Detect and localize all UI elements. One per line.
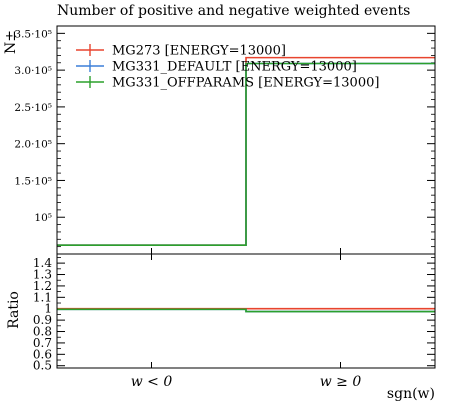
ratio-y-axis-label: Ratio bbox=[6, 291, 22, 329]
chart-title: Number of positive and negative weighted… bbox=[57, 3, 410, 19]
ratio-tick-label: 1.3 bbox=[33, 268, 52, 282]
main-tick-label: 3.5·10⁵ bbox=[14, 28, 52, 40]
ratio-tick-label: 1 bbox=[44, 302, 52, 316]
ratio-tick-label: 1.2 bbox=[33, 279, 52, 293]
ratio-y-ticks: 0.50.60.70.80.911.11.21.31.4 bbox=[33, 256, 435, 373]
x-category-label: w < 0 bbox=[131, 374, 173, 390]
main-y-ticks: 10⁵ 1.5·10⁵ 2.0·10⁵ 2.5·10⁵ 3.0·10⁵ 3.5·10⁵ bbox=[14, 28, 435, 248]
x-axis-label: sgn(w) bbox=[387, 386, 435, 402]
legend-entry: MG273 [ENERGY=13000] bbox=[112, 44, 286, 59]
ratio-tick-label: 0.9 bbox=[33, 313, 52, 327]
legend: MG273 [ENERGY=13000]MG331_DEFAULT [ENERG… bbox=[76, 44, 379, 91]
ratio-tick-label: 0.5 bbox=[33, 359, 52, 373]
ratio-series bbox=[57, 307, 435, 313]
ratio-tick-label: 0.6 bbox=[33, 347, 52, 361]
ratio-plot-frame bbox=[56, 253, 436, 369]
main-tick-label: 3.0·10⁵ bbox=[14, 65, 52, 77]
x-category-label: w ≥ 0 bbox=[320, 374, 362, 390]
main-series bbox=[57, 56, 435, 246]
main-tick-label: 1.5·10⁵ bbox=[14, 175, 52, 187]
main-tick-label: 10⁵ bbox=[34, 212, 52, 224]
ratio-tick-label: 0.7 bbox=[33, 336, 52, 350]
ratio-tick-label: 0.8 bbox=[33, 325, 52, 339]
main-y-axis-label: N± bbox=[3, 30, 19, 54]
legend-entry: MG331_DEFAULT [ENERGY=13000] bbox=[112, 60, 357, 75]
main-series-line-2 bbox=[57, 62, 435, 246]
legend-entry: MG331_OFFPARAMS [ENERGY=13000] bbox=[112, 76, 379, 91]
ratio-tick-label: 1.1 bbox=[33, 290, 52, 304]
main-tick-label: 2.5·10⁵ bbox=[14, 102, 52, 114]
ratio-series-line-2 bbox=[57, 308, 435, 313]
x-categories: w < 0 w ≥ 0 bbox=[131, 248, 362, 390]
main-tick-label: 2.0·10⁵ bbox=[14, 139, 52, 151]
ratio-tick-label: 1.4 bbox=[33, 256, 52, 270]
